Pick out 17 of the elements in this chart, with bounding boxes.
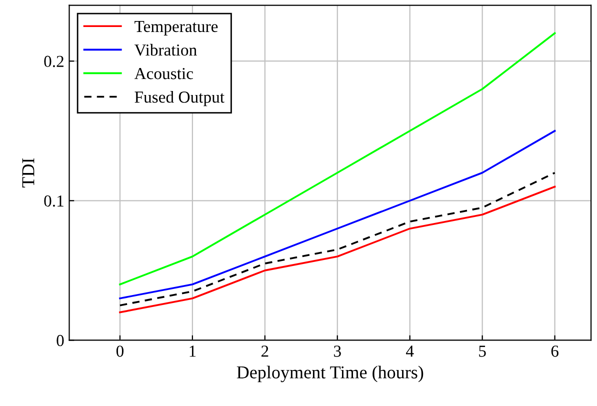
legend-label: Temperature xyxy=(134,21,218,36)
legend-label: Vibration xyxy=(134,44,197,56)
legend-label: Acoustic xyxy=(134,68,193,80)
x-tick-label: 1 xyxy=(190,346,196,357)
x-axis-title: Deployment Time (hours) xyxy=(236,366,424,382)
y-axis-title: TDI xyxy=(22,158,34,188)
x-tick-label: 2 xyxy=(261,346,268,357)
y-tick-label: 0.2 xyxy=(44,56,64,68)
x-tick-label: 0 xyxy=(116,346,124,357)
x-tick-label: 3 xyxy=(334,346,341,357)
legend-label: Fused Output xyxy=(134,91,224,106)
x-tick-label: 4 xyxy=(406,346,414,357)
line-series xyxy=(119,130,556,300)
y-tick-label: 0.1 xyxy=(44,195,64,207)
x-tick-label: 5 xyxy=(479,346,486,357)
y-tick-label: 0 xyxy=(56,334,64,346)
x-tick-label: 6 xyxy=(551,346,558,357)
